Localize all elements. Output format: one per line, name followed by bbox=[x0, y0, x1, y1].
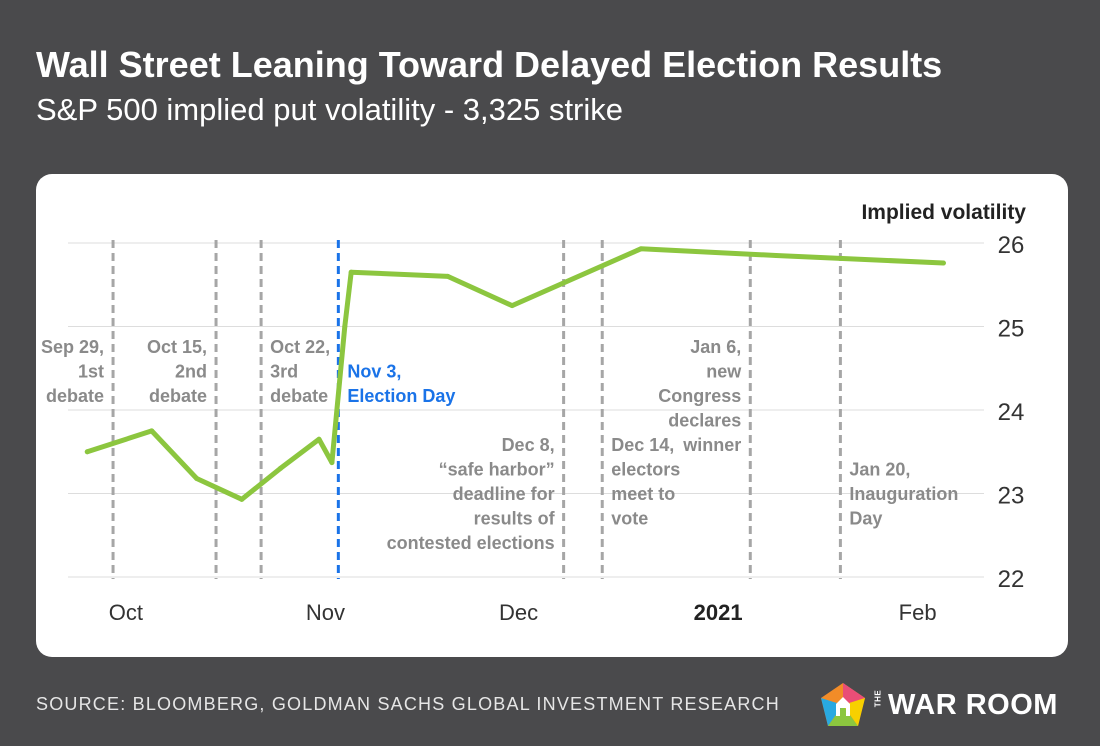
event-annotation: 2nd bbox=[175, 362, 207, 382]
event-annotation: debate bbox=[46, 386, 104, 406]
chart-subtitle: S&P 500 implied put volatility - 3,325 s… bbox=[36, 92, 624, 127]
x-tick-label: Oct bbox=[109, 600, 143, 625]
y-tick-label: 25 bbox=[998, 316, 1025, 343]
event-annotation: Sep 29, bbox=[41, 337, 104, 357]
event-annotation: “safe harbor” bbox=[439, 460, 555, 480]
x-tick-label: Dec bbox=[499, 600, 538, 625]
event-annotation: winner bbox=[682, 435, 741, 455]
volatility-series-line bbox=[84, 246, 946, 502]
event-annotation: results of bbox=[474, 509, 556, 529]
event-annotation: Jan 20, bbox=[849, 460, 910, 480]
y-tick-label: 26 bbox=[998, 232, 1025, 259]
event-annotation: electors bbox=[611, 460, 680, 480]
source-note: SOURCE: BLOOMBERG, GOLDMAN SACHS GLOBAL … bbox=[36, 694, 780, 714]
data-point bbox=[194, 475, 200, 481]
event-annotation: Dec 14, bbox=[611, 435, 674, 455]
event-annotation: Inauguration bbox=[849, 484, 958, 504]
event-annotation: deadline for bbox=[453, 484, 555, 504]
war-room-logo: THE WAR ROOM bbox=[818, 680, 1078, 730]
event-annotation: Oct 15, bbox=[147, 337, 207, 357]
event-annotation: new bbox=[706, 362, 742, 382]
data-point bbox=[239, 496, 245, 502]
war-room-emblem-icon bbox=[821, 683, 865, 726]
event-annotation: Oct 22, bbox=[270, 337, 330, 357]
election-day-label: Election Day bbox=[347, 386, 455, 406]
data-point bbox=[773, 253, 779, 259]
chart-title: Wall Street Leaning Toward Delayed Elect… bbox=[36, 44, 943, 85]
event-annotation: debate bbox=[149, 386, 207, 406]
logo-the-text: THE bbox=[873, 689, 883, 708]
event-annotation: 1st bbox=[78, 362, 104, 382]
election-day-label: Nov 3, bbox=[347, 362, 401, 382]
x-tick-label: Nov bbox=[306, 600, 345, 625]
event-annotation: 3rd bbox=[270, 362, 298, 382]
event-annotation: contested elections bbox=[387, 533, 555, 553]
data-point bbox=[509, 303, 515, 309]
event-annotation: Dec 8, bbox=[502, 435, 555, 455]
logo-wordmark: WAR ROOM bbox=[888, 689, 1058, 721]
event-annotation: meet to bbox=[611, 484, 675, 504]
data-point bbox=[638, 246, 644, 252]
event-annotation: debate bbox=[270, 386, 328, 406]
data-point bbox=[348, 269, 354, 275]
y-tick-label: 24 bbox=[998, 399, 1025, 426]
event-annotation: Day bbox=[849, 509, 882, 529]
y-axis-title: Implied volatility bbox=[861, 201, 1026, 224]
data-point bbox=[149, 428, 155, 434]
chart-card: 22 23 24 25 26 Implied volatility Oct Nov Dec 202… bbox=[36, 174, 1068, 657]
data-point bbox=[342, 324, 348, 329]
x-tick-label: Feb bbox=[899, 600, 937, 625]
event-annotation: declares bbox=[668, 411, 741, 431]
line-chart: 22 23 24 25 26 Implied volatility Oct Nov Dec 202… bbox=[41, 201, 1026, 625]
x-tick-label: 2021 bbox=[694, 600, 743, 625]
event-annotation: vote bbox=[611, 509, 648, 529]
y-tick-label: 23 bbox=[998, 483, 1025, 510]
data-point bbox=[940, 260, 946, 266]
event-annotation: Jan 6, bbox=[690, 337, 741, 357]
data-point bbox=[277, 465, 283, 471]
data-point bbox=[329, 460, 335, 466]
data-point bbox=[316, 436, 322, 442]
y-tick-label: 22 bbox=[998, 566, 1025, 593]
data-point bbox=[445, 273, 451, 279]
data-point bbox=[84, 449, 90, 455]
event-annotation: Congress bbox=[658, 386, 741, 406]
